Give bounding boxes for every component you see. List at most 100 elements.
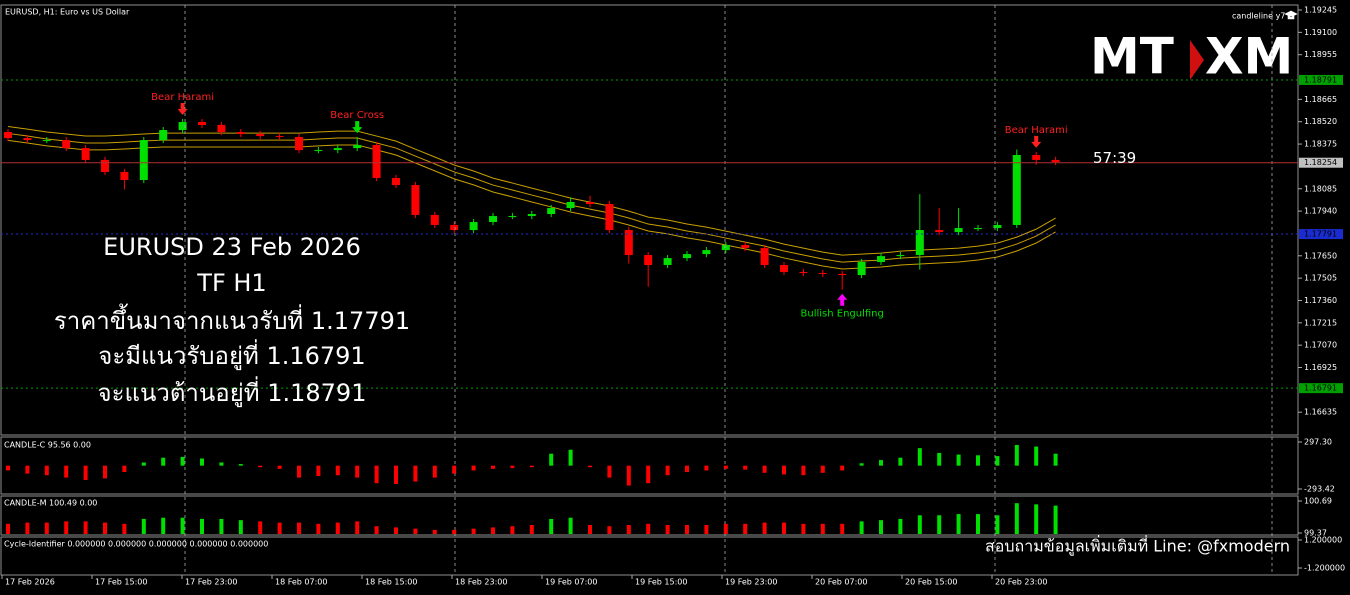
candle-body [780,265,788,272]
candle-body [159,130,168,141]
candle-body [314,150,323,152]
candle-body [624,230,633,256]
histogram-bar [394,527,398,534]
histogram-bar [898,457,903,466]
hat-icon [1284,10,1298,20]
panel-cycle [0,536,1299,576]
candle-body [857,261,866,276]
histogram-bar [510,526,515,534]
logo-arrow [1190,40,1204,80]
y-tick-label: 1.18520 [1304,117,1337,126]
candle-body [353,144,362,149]
candle-body [644,255,653,266]
histogram-bar [898,518,903,534]
y-tick-label: 1.18955 [1304,50,1337,59]
candle-body [62,140,71,149]
x-tick-label: 18 Feb 15:00 [365,578,417,587]
histogram-bar [25,522,30,534]
histogram-bar [840,465,845,471]
histogram-bar [568,449,573,466]
candle-body [295,136,303,151]
histogram-bar [297,465,301,478]
candle-body [430,214,439,225]
candle-body [275,136,284,138]
x-tick-label: 19 Feb 07:00 [545,578,597,587]
level-box [1299,74,1343,85]
histogram-bar [44,465,49,476]
candle-body [81,148,90,160]
signal-label: Bear Harami [151,92,214,103]
histogram-bar [743,523,748,534]
candle-body [935,230,944,233]
candle-body [993,224,1002,229]
y-tick-label: 1.19100 [1304,28,1337,37]
signal-arrow [352,121,363,134]
x-tick-label: 17 Feb 2026 [5,578,55,587]
overlay-line: EURUSD 23 Feb 2026 [103,233,361,261]
histogram-bar [238,464,243,466]
histogram-bar [529,465,534,468]
candle-body [198,122,206,125]
y-tick-label: 1.18375 [1304,140,1337,149]
histogram-bar [937,515,942,534]
histogram-bar [743,465,748,470]
level-label: 1.18791 [1304,75,1337,84]
candle-body [877,256,885,262]
histogram-bar [995,456,1000,466]
level-box [1299,229,1343,240]
candle-body [489,216,497,223]
panel-title: CANDLE-M 100.49 0.00 [4,499,97,508]
y-tick-label: 1.200000 [1304,536,1342,545]
histogram-bar [568,517,573,534]
histogram-bar [432,529,437,534]
histogram-bar [820,465,825,473]
histogram-bar [704,525,709,534]
main-panel [0,4,1299,436]
y-tick-label: 1.17360 [1304,296,1337,305]
footer-note: สอบถามข้อมูลเพิ่มเติมที่ Line: @fxmodern [985,535,1290,557]
histogram-bar [180,456,185,466]
panel-m [0,495,1299,536]
indicator-name: candleline y7 [1232,12,1285,21]
ma-line [7,139,1056,270]
x-tick-label: 20 Feb 15:00 [905,578,957,587]
histogram-bar [141,462,146,466]
y-tick-label: 1.16925 [1304,363,1337,372]
y-tick-label: 1.17070 [1304,341,1337,350]
y-tick-label: 1.16635 [1304,408,1337,417]
histogram-bar [917,515,922,534]
histogram-bar [1014,444,1019,466]
histogram-bar [820,523,825,534]
signal-label: Bear Harami [1005,125,1068,136]
histogram-bar [665,525,670,534]
histogram-bar [549,453,554,466]
histogram-bar [937,452,942,466]
candle-body [256,134,265,137]
candle-body [799,271,808,274]
candle-body [974,228,982,230]
panel-title: CANDLE-C 95.56 0.00 [4,441,91,450]
histogram-bar [782,465,786,475]
histogram-bar [762,522,767,534]
candle-body [236,132,245,135]
histogram-bar [103,522,107,534]
histogram-bar [1053,453,1058,466]
y-tick-label: -1.200000 [1304,564,1345,573]
histogram-bar [588,465,592,468]
histogram-bar [355,465,360,478]
candle-body [760,248,769,266]
histogram-bar [413,465,418,482]
candle-body [566,202,575,209]
histogram-bar [335,465,340,476]
x-tick-label: 18 Feb 07:00 [275,578,327,587]
histogram-bar [122,523,127,534]
histogram-bar [219,518,224,534]
histogram-bar [665,465,670,476]
current-price-box [1299,157,1343,168]
signal-arrow [177,102,188,115]
candle-body [741,245,750,249]
level-box [1299,383,1343,394]
candle-body [547,208,556,215]
